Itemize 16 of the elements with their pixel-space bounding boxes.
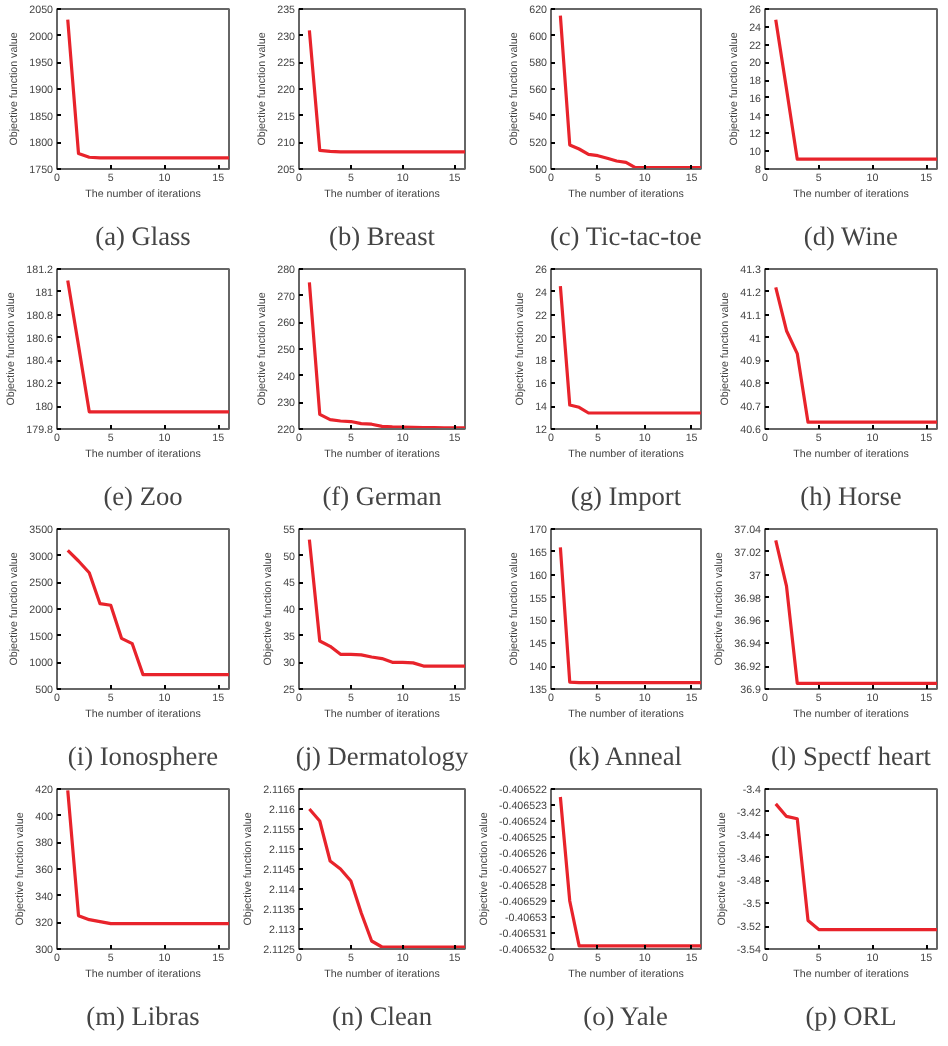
text: (k) Anneal (568, 741, 683, 771)
text: (h) Horse (800, 481, 902, 511)
text: (a) Glass (95, 221, 191, 251)
text: (j) Dermatology (295, 741, 469, 771)
text: (m) Libras (86, 1001, 200, 1031)
text: (o) Yale (583, 1001, 668, 1031)
text: (e) Zoo (103, 481, 184, 511)
text: (i) Ionosphere (67, 741, 219, 771)
text: (f) German (322, 481, 443, 511)
text: (n) Clean (332, 1001, 433, 1031)
text: (b) Breast (329, 221, 436, 251)
text: (p) ORL (805, 1001, 897, 1031)
text: (c) Tic-tac-toe (549, 221, 702, 251)
text: (d) Wine (803, 221, 898, 251)
text: (l) Spectf heart (771, 741, 932, 771)
text: (g) Import (570, 481, 682, 511)
